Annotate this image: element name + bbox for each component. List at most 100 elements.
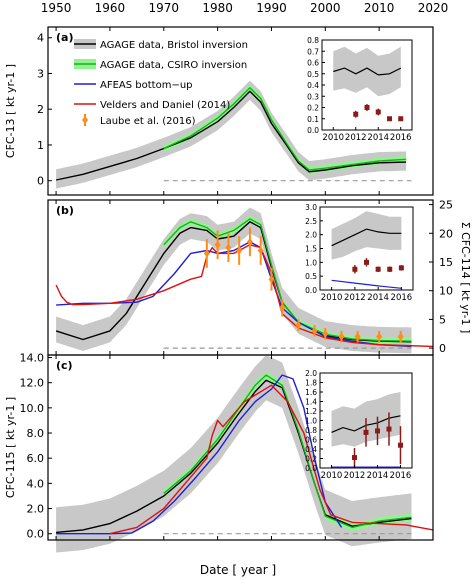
ytick-label-0: 0.0 — [27, 528, 45, 541]
legend-label-1: AGAGE data, CSIRO inversion — [100, 60, 247, 71]
inset-point — [398, 442, 403, 448]
ylabel: CFC-115 [ kt yr-1 ] — [4, 397, 17, 498]
inset-line — [331, 228, 402, 247]
inset: 2010 2012 2014 2016 0.00.20.40.60.81.01.21.4… — [305, 369, 413, 481]
laube-point — [246, 237, 253, 246]
ytick-label-3: 3 — [37, 67, 44, 80]
ytick-label-2: 10 — [439, 285, 453, 298]
series-line-1 — [163, 87, 407, 171]
inset-xtick-label-3: 2016 — [390, 133, 412, 143]
laube-point — [311, 326, 318, 335]
inset-point — [375, 266, 381, 272]
inset-ytick-label-5: 1.0 — [305, 417, 317, 426]
inset-ytick-label-3: 1.5 — [305, 245, 317, 254]
legend-swatch-marker — [82, 116, 88, 124]
bristol-uncertainty-band — [56, 355, 412, 553]
inset-point — [363, 429, 369, 435]
ytick-label-1: 5 — [439, 313, 446, 326]
inset-xtick-label-3: 2016 — [390, 471, 412, 481]
laube-point — [268, 275, 275, 284]
inset: 2010 2012 2014 2016 0.0 0.5 1.0 1.5 2.0 2.5 3.0 — [305, 203, 414, 303]
ytick-label-6: 12.0 — [20, 377, 45, 390]
series-line-2 — [56, 374, 343, 535]
legend-label-0: AGAGE data, Bristol inversion — [100, 40, 248, 51]
ytick-label-2: 4.0 — [27, 477, 45, 490]
top-xtick-label-3: 1980 — [202, 1, 233, 15]
inset-afeas-line — [331, 279, 402, 289]
inset-ytick-label-4: 0.4 — [307, 81, 319, 90]
ytick-label-0: 0 — [37, 175, 44, 188]
legend: AGAGE data, Bristol inversion AGAGE data,… — [74, 39, 248, 127]
panel-label: (b) — [56, 204, 74, 217]
inset-xtick-label-2: 2014 — [367, 133, 389, 143]
top-xtick-label-4: 1990 — [256, 1, 287, 15]
inset-ytick-label-0: 0.0 — [305, 286, 317, 295]
top-xtick-label-6: 2010 — [364, 1, 395, 15]
laube-point — [322, 329, 329, 338]
series-line-3 — [109, 384, 434, 535]
inset-band — [333, 46, 401, 97]
ytick-label-4: 20 — [439, 227, 453, 240]
legend-label-3: Velders and Daniel (2014) — [100, 100, 230, 111]
inset-xtick-label-0: 2010 — [321, 471, 343, 481]
ylabel: CFC-13 [ kt yr-1 ] — [4, 64, 17, 158]
legend-label-4: Laube et al. (2016) — [100, 116, 196, 127]
top-xtick-label-5: 2000 — [310, 1, 341, 15]
top-xtick-label-0: 1950 — [41, 1, 72, 15]
inset-point — [398, 265, 404, 271]
ytick-label-3: 6.0 — [27, 452, 45, 465]
inset-ytick-label-0: 0.0 — [307, 126, 319, 135]
laube-point — [338, 332, 345, 341]
inset-ytick-label-6: 0.6 — [307, 59, 319, 68]
inset-ytick-label-8: 0.8 — [307, 36, 319, 45]
top-xtick-label-1: 1960 — [95, 1, 126, 15]
laube-point — [257, 246, 264, 255]
inset-ytick-label-1: 0.2 — [305, 455, 317, 464]
inset-point — [387, 116, 392, 122]
inset-point — [375, 428, 380, 434]
laube-point — [236, 246, 243, 255]
inset-ytick-label-2: 0.4 — [305, 445, 317, 454]
inset-ytick-label-8: 1.6 — [305, 388, 317, 397]
ytick-label-3: 15 — [439, 256, 453, 269]
laube-point — [354, 332, 361, 341]
ytick-label-4: 8.0 — [27, 427, 45, 440]
ylabel: Σ CFC-114 [ kt yr-1 ] — [459, 222, 472, 334]
laube-point — [397, 332, 404, 341]
inset-band — [331, 211, 402, 260]
inset-xtick-label-2: 2014 — [367, 293, 389, 303]
inset-xtick-label-0: 2010 — [322, 133, 344, 143]
inset-point — [353, 111, 359, 117]
inset-ytick-label-3: 0.6 — [305, 436, 317, 445]
inset-point — [398, 116, 404, 122]
inset-ytick-label-1: 0.1 — [307, 115, 319, 124]
panel-label: (a) — [56, 31, 73, 44]
inset-ytick-label-10: 2.0 — [305, 369, 317, 378]
inset-ytick-label-0: 0.0 — [305, 464, 317, 473]
inset-ytick-label-2: 0.2 — [307, 104, 319, 113]
ytick-label-7: 14.0 — [20, 352, 45, 365]
laube-point — [203, 249, 210, 258]
panel-c: 0.0 2.0 4.0 6.0 8.0 10.0 12.0 14.0 CFC-115 [ kt … — [4, 352, 434, 553]
panel-label: (c) — [56, 359, 73, 372]
inset-xtick-label-3: 2016 — [391, 293, 413, 303]
inset-ytick-label-7: 1.4 — [305, 398, 317, 407]
inset-ytick-label-7: 0.7 — [307, 47, 319, 56]
series-line-3 — [55, 244, 434, 348]
inset-ytick-label-5: 2.5 — [305, 217, 317, 226]
ytick-label-1: 2.0 — [27, 503, 45, 516]
inset-point — [364, 259, 369, 265]
series-line-0 — [55, 221, 412, 343]
inset-ytick-label-9: 1.8 — [305, 379, 317, 388]
laube-point — [225, 243, 232, 252]
inset-point — [364, 105, 370, 110]
inset-point — [375, 109, 381, 115]
inset-ytick-label-4: 2.0 — [305, 231, 317, 240]
inset-xtick-label-1: 2012 — [344, 471, 366, 481]
inset-ytick-label-1: 0.5 — [305, 272, 317, 281]
inset-point — [387, 266, 393, 272]
inset: 2010 2012 2014 2016 0.0 0.1 0.2 0.3 0.4 0.5 0.6 0.7… — [307, 36, 413, 143]
ytick-label-5: 25 — [439, 199, 453, 212]
